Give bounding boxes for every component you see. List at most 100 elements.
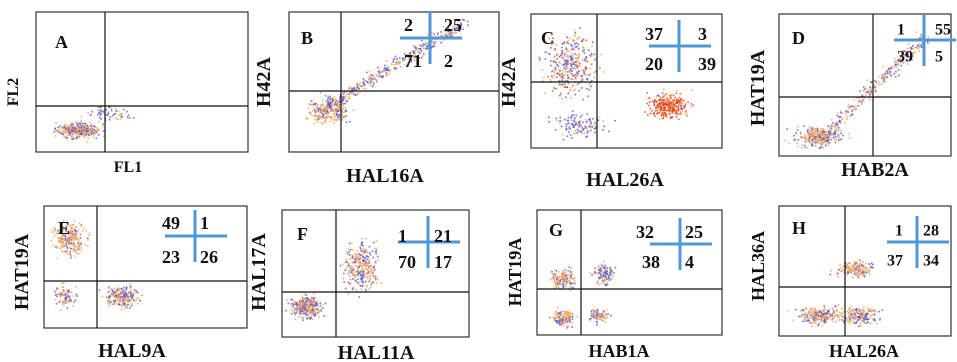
- event-dot: [362, 82, 365, 85]
- event-dot: [675, 102, 677, 104]
- event-dot: [86, 245, 89, 247]
- y-axis-label: HAL36A: [748, 231, 768, 301]
- event-dot: [820, 128, 823, 130]
- event-dot: [809, 136, 811, 139]
- event-dot: [567, 91, 570, 94]
- event-dot: [575, 74, 578, 77]
- event-dot: [293, 311, 296, 314]
- event-dot: [808, 132, 810, 134]
- event-dot: [538, 56, 541, 59]
- event-dot: [658, 110, 661, 113]
- event-dot: [367, 264, 370, 266]
- event-dot: [683, 112, 686, 115]
- event-dot: [81, 125, 83, 128]
- event-dot: [857, 105, 860, 107]
- event-dot: [357, 92, 360, 94]
- event-dot: [371, 250, 374, 252]
- event-dot: [50, 239, 53, 242]
- event-dot: [120, 114, 122, 116]
- event-dot: [565, 128, 568, 131]
- event-dot: [834, 126, 836, 128]
- event-dot: [554, 48, 557, 51]
- event-dot: [604, 278, 606, 281]
- event-dot: [811, 133, 813, 135]
- event-dot: [77, 128, 80, 130]
- event-dot: [372, 241, 375, 244]
- event-dot: [868, 273, 871, 276]
- event-dot: [115, 107, 117, 110]
- event-dot: [662, 113, 664, 116]
- event-dot: [815, 130, 818, 133]
- event-dot: [832, 310, 835, 312]
- event-dot: [409, 51, 412, 54]
- event-dot: [107, 291, 110, 293]
- event-dot: [553, 72, 556, 74]
- event-dot: [580, 130, 582, 132]
- event-dot: [100, 107, 102, 110]
- event-dot: [599, 270, 602, 272]
- event-dot: [307, 309, 309, 311]
- quadrant-value-ul: 37: [645, 24, 663, 44]
- event-dot: [840, 111, 842, 114]
- event-dot: [907, 63, 909, 65]
- event-dot: [106, 300, 109, 303]
- event-dot: [354, 258, 356, 261]
- event-dot: [352, 278, 354, 280]
- event-dot: [787, 310, 790, 313]
- event-dot: [308, 308, 310, 311]
- event-dot: [373, 78, 376, 80]
- event-dot: [822, 141, 824, 143]
- event-dot: [107, 113, 109, 116]
- event-dot: [673, 107, 675, 110]
- event-dot: [864, 313, 866, 315]
- event-dot: [679, 111, 682, 113]
- event-dot: [563, 280, 566, 282]
- event-dot: [343, 91, 346, 93]
- event-dot: [338, 108, 341, 110]
- event-dot: [408, 56, 411, 58]
- event-dot: [869, 95, 871, 97]
- event-dot: [310, 299, 313, 301]
- event-dot: [368, 262, 371, 264]
- event-dot: [895, 63, 898, 66]
- event-dot: [314, 312, 317, 315]
- event-dot: [822, 133, 825, 135]
- event-dot: [578, 71, 580, 73]
- event-dot: [853, 263, 856, 265]
- event-dot: [808, 141, 811, 143]
- event-dot: [686, 114, 688, 117]
- event-dot: [570, 267, 573, 269]
- event-dot: [574, 61, 577, 63]
- event-dot: [342, 263, 344, 265]
- event-dot: [460, 23, 462, 25]
- event-dot: [349, 275, 351, 277]
- event-dot: [664, 106, 666, 108]
- event-dot: [834, 141, 837, 144]
- event-dot: [119, 293, 121, 296]
- event-dot: [585, 68, 587, 70]
- event-dot: [99, 116, 101, 119]
- event-dot: [136, 297, 138, 300]
- event-dot: [371, 281, 373, 284]
- event-dot: [416, 47, 418, 49]
- event-dot: [65, 135, 67, 137]
- event-dot: [834, 130, 836, 132]
- event-dot: [813, 310, 816, 312]
- event-dot: [73, 247, 76, 250]
- event-dot: [124, 302, 126, 304]
- event-dot: [360, 85, 363, 87]
- event-dot: [310, 311, 312, 314]
- event-dot: [603, 271, 606, 273]
- event-dot: [324, 95, 327, 97]
- event-dot: [566, 278, 568, 280]
- event-dot: [82, 129, 84, 132]
- event-dot: [123, 296, 126, 298]
- event-dot: [813, 315, 816, 317]
- event-dot: [365, 257, 367, 259]
- event-dot: [366, 255, 368, 257]
- event-dot: [112, 292, 114, 294]
- y-axis-label: H42A: [253, 56, 275, 107]
- event-dot: [69, 129, 72, 131]
- event-dot: [304, 293, 306, 296]
- event-dot: [576, 75, 579, 78]
